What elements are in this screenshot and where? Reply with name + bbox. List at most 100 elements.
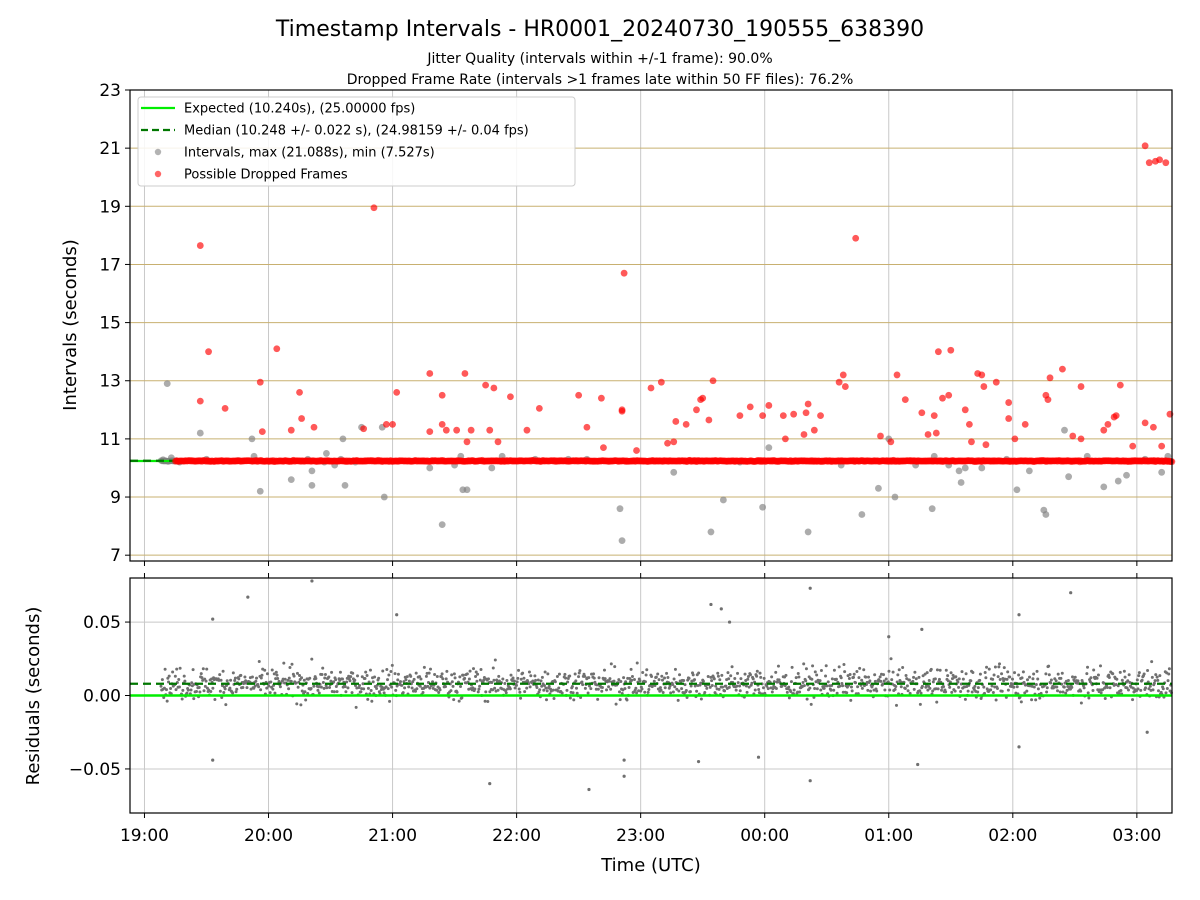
dropped-frame-point xyxy=(968,438,975,446)
residual-point xyxy=(540,675,544,679)
interval-point xyxy=(308,482,316,489)
residual-point xyxy=(1148,684,1152,688)
residual-point xyxy=(568,674,572,678)
residual-point xyxy=(200,676,204,680)
residual-point xyxy=(901,665,905,669)
residual-point xyxy=(678,673,682,677)
residual-point xyxy=(327,675,331,679)
dropped-frame-point xyxy=(852,234,860,242)
residual-point xyxy=(380,685,384,689)
residual-point xyxy=(452,698,456,702)
residual-point xyxy=(1025,678,1029,682)
residual-point xyxy=(410,686,414,690)
dropped-frame-point xyxy=(1046,374,1054,382)
residual-point xyxy=(369,688,373,692)
residual-point xyxy=(288,666,292,670)
residual-point xyxy=(344,690,348,694)
residual-point xyxy=(638,679,642,683)
residual-point xyxy=(300,676,304,680)
residual-point xyxy=(804,679,808,683)
residual-point xyxy=(935,700,939,704)
residual-point xyxy=(1115,677,1119,681)
residual-point xyxy=(766,687,770,691)
dropped-frame-point xyxy=(389,420,396,428)
residual-point xyxy=(360,675,364,679)
residual-point xyxy=(993,665,997,669)
residual-point xyxy=(619,680,623,684)
residual-point xyxy=(647,688,651,692)
residual-point xyxy=(849,698,853,702)
residual-point xyxy=(985,665,989,669)
residual-point xyxy=(577,671,581,675)
residuals-x-axis-label: Time (UTC) xyxy=(600,855,701,876)
residual-point xyxy=(697,671,701,675)
interval-point xyxy=(1158,468,1166,476)
residual-point xyxy=(905,684,909,688)
residual-point xyxy=(413,689,417,693)
residual-point xyxy=(302,678,306,682)
residual-point xyxy=(274,670,278,674)
residual-point xyxy=(1095,676,1099,680)
residual-point xyxy=(575,691,579,695)
residual-point xyxy=(1126,688,1130,692)
residual-point xyxy=(404,678,408,682)
residual-point xyxy=(970,690,974,694)
residual-point xyxy=(755,674,759,678)
residual-point xyxy=(796,672,800,676)
residual-point xyxy=(969,679,973,683)
residual-point xyxy=(840,682,844,686)
residual-point xyxy=(234,690,238,694)
dropped-frame-point xyxy=(1011,435,1019,443)
residual-point xyxy=(998,677,1002,681)
residual-point xyxy=(956,680,960,684)
dropped-frame-point xyxy=(901,396,909,404)
residual-point xyxy=(881,682,885,686)
residual-point xyxy=(685,696,689,700)
dropped-frame-point xyxy=(746,403,754,411)
x-tick-label: 22:00 xyxy=(492,826,541,846)
residual-point xyxy=(581,683,585,687)
residual-point xyxy=(455,690,459,694)
residual-point xyxy=(628,677,632,681)
residual-point xyxy=(1058,690,1062,694)
residual-point xyxy=(613,665,617,669)
residual-point xyxy=(609,687,613,691)
residual-point xyxy=(419,677,423,681)
dropped-frame-point xyxy=(296,388,303,396)
residual-point xyxy=(496,688,500,692)
residual-point xyxy=(873,679,877,683)
residual-point xyxy=(745,690,749,694)
dropped-frame-point xyxy=(1149,423,1157,431)
residual-point xyxy=(1158,674,1162,678)
residual-point xyxy=(920,684,924,688)
residual-point xyxy=(824,664,828,668)
residual-point xyxy=(1061,690,1065,694)
residual-point xyxy=(298,674,302,678)
residual-point xyxy=(906,689,910,693)
residual-point xyxy=(473,687,477,691)
interval-point xyxy=(323,450,330,457)
residual-point xyxy=(882,673,886,677)
residual-point xyxy=(848,672,852,676)
residual-point xyxy=(165,699,169,703)
dropped-frame-point xyxy=(426,370,434,377)
residual-point xyxy=(433,672,437,676)
residual-point xyxy=(691,673,695,677)
residual-point xyxy=(957,677,961,681)
y-tick-label: 0.00 xyxy=(83,687,121,707)
residual-point xyxy=(1019,700,1023,704)
residual-point xyxy=(257,685,261,689)
residual-point xyxy=(1047,664,1051,668)
residual-point xyxy=(395,684,399,688)
residual-point xyxy=(348,679,352,683)
residual-point xyxy=(467,677,471,681)
residual-point xyxy=(658,686,662,690)
residual-point xyxy=(960,670,964,674)
dropped-frame-point xyxy=(1059,365,1066,373)
residual-point xyxy=(770,675,774,679)
residual-point xyxy=(252,686,256,690)
residual-point xyxy=(289,679,293,683)
residual-point xyxy=(936,687,940,691)
residual-point xyxy=(365,674,369,678)
